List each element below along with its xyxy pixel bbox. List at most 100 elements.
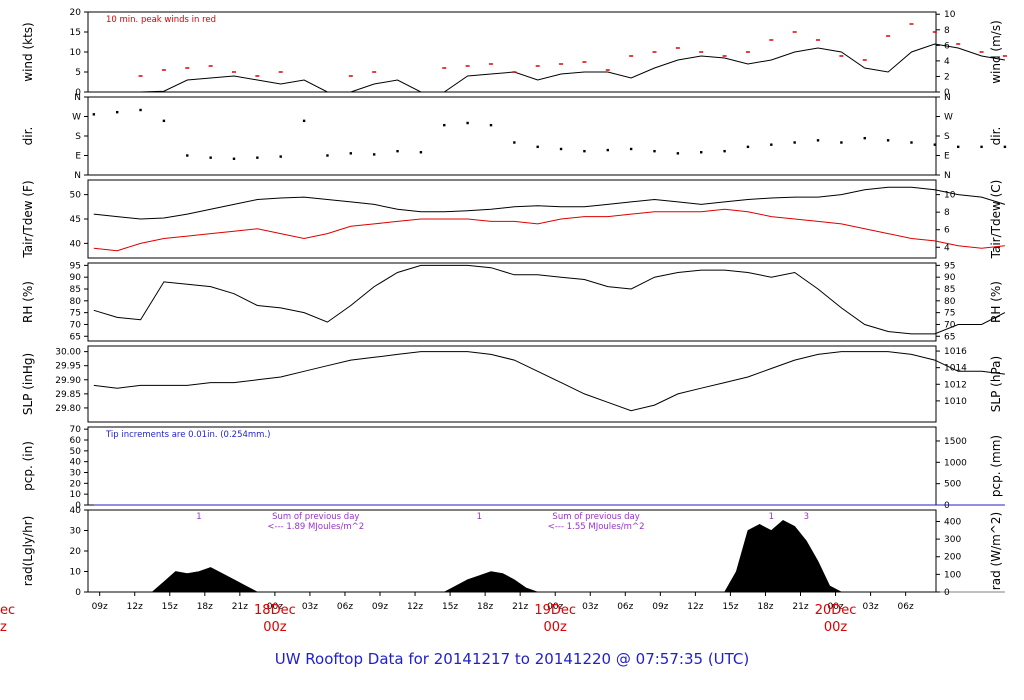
y-tick-label-left: 50	[70, 447, 82, 457]
y-axis-label-left: rad(Lgly/hr)	[21, 516, 35, 587]
footer-time: @ 07:57:35	[615, 650, 704, 668]
y-axis-label-right: Tair/Tdew (C)	[989, 180, 1003, 260]
x-tick-label: 03z	[302, 602, 318, 612]
series-line-Tdew	[93, 208, 1005, 252]
data-point	[536, 145, 539, 149]
y-tick-label-left: 80	[70, 297, 82, 307]
data-point	[933, 143, 937, 146]
data-point	[676, 152, 680, 155]
rad-annotation: Sum of previous day	[552, 512, 639, 522]
data-point	[186, 154, 189, 157]
panel-frame	[87, 345, 937, 423]
y-tick-label-left: N	[74, 171, 81, 181]
data-point	[489, 123, 493, 127]
y-tick-label-left: W	[72, 113, 81, 123]
panel-frame	[87, 96, 937, 176]
y-tick-label-right: 200	[944, 553, 961, 563]
y-tick-label-right: 1014	[944, 364, 967, 374]
y-tick-label-right: N	[944, 171, 951, 181]
x-tick-label: 09z	[372, 602, 388, 612]
y-tick-label-right: 8	[944, 26, 950, 36]
y-tick-label-right: 1012	[944, 380, 967, 390]
y-axis-label-right: wind (m/s)	[989, 20, 1003, 84]
y-tick-label-left: 15	[70, 28, 81, 38]
data-point	[606, 148, 609, 152]
data-point	[256, 156, 259, 159]
data-point	[910, 141, 913, 144]
series-area-radiation	[93, 519, 1005, 593]
x-tick-label: 18z	[197, 602, 213, 612]
y-tick-label-left: 0	[75, 501, 81, 511]
y-tick-label-right: S	[944, 132, 950, 142]
y-tick-label-left: 10	[70, 568, 82, 578]
y-tick-label-left: 50	[70, 191, 82, 201]
panel-temp: 40 45 50 4 6 8 10 Tair/Tdew (F) Tair/Tdew (C)	[21, 179, 1006, 260]
y-tick-label-left: 70	[70, 425, 82, 435]
data-point	[419, 151, 423, 154]
y-axis-label-left: dir.	[21, 127, 35, 146]
y-tick-label-left: 29.90	[55, 376, 81, 386]
data-point	[583, 149, 586, 153]
x-tick-label: 03z	[582, 602, 598, 612]
footer-end-date: 20141220	[534, 650, 612, 668]
y-tick-label-right: 1000	[944, 458, 967, 468]
y-tick-label-left: 70	[70, 320, 82, 330]
data-point	[956, 145, 960, 149]
data-point	[396, 149, 399, 153]
data-point	[139, 108, 142, 112]
data-point	[513, 141, 516, 144]
y-tick-label-left: 29.85	[55, 390, 81, 400]
data-point	[1003, 145, 1007, 149]
y-tick-label-left: 20	[70, 479, 82, 489]
y-tick-label-left: 60	[70, 436, 82, 446]
rad-annotation: <--- 1.55 MJoules/m^2	[548, 522, 645, 532]
x-tick-label: 12z	[687, 602, 703, 612]
y-tick-label-right: 10	[944, 191, 956, 201]
data-point	[443, 123, 446, 127]
series-line-RH	[93, 264, 1006, 335]
data-point	[92, 113, 96, 116]
y-tick-label-left: 30.00	[55, 348, 81, 358]
data-point	[793, 141, 796, 144]
y-axis-label-left: SLP (inHg)	[21, 353, 35, 415]
y-tick-label-right: 0	[944, 88, 950, 98]
chart-footer-title: UW Rooftop Data for 20141217 to 20141220…	[0, 650, 1024, 668]
x-tick-label: 00z	[547, 602, 563, 612]
data-point	[116, 110, 119, 114]
y-axis-label-left: Tair/Tdew (F)	[21, 180, 35, 258]
footer-to: to	[514, 650, 530, 668]
y-tick-label-left: 0	[75, 588, 81, 598]
panel-frame	[87, 179, 937, 259]
x-tick-label: 00z	[267, 602, 283, 612]
y-tick-label-left: 95	[70, 261, 81, 271]
data-point	[232, 157, 236, 160]
panel-frame	[87, 262, 937, 342]
footer-timezone: (UTC)	[707, 650, 750, 668]
y-axis-label-right: pcp. (mm)	[989, 435, 1003, 497]
y-tick-label-left: 90	[70, 273, 82, 283]
y-tick-label-right: 8	[944, 208, 950, 218]
x-tick-label: 03z	[862, 602, 878, 612]
rad-annotation: Sum of previous day	[272, 512, 359, 522]
data-point	[349, 152, 353, 155]
x-tick-label: 00z	[827, 602, 843, 612]
y-tick-label-left: 29.95	[55, 362, 81, 372]
rad-annotation: 1	[196, 512, 201, 522]
y-axis-label-right: SLP (hPa)	[989, 356, 1003, 412]
footer-prefix: UW Rooftop Data for	[274, 650, 429, 668]
x-tick-label: 09z	[652, 602, 668, 612]
y-tick-label-right: 1010	[944, 397, 967, 407]
data-point	[209, 156, 212, 159]
x-tick-label: 15z	[722, 602, 738, 612]
y-tick-label-right: 1500	[944, 437, 967, 447]
x-tick-label: 06z	[898, 602, 914, 612]
y-axis-label-right: rad (W/m^2)	[989, 512, 1003, 590]
data-point	[980, 145, 983, 149]
x-tick-label: 15z	[442, 602, 458, 612]
y-tick-label-left: 29.80	[55, 404, 81, 414]
y-tick-label-right: 0	[944, 588, 950, 598]
